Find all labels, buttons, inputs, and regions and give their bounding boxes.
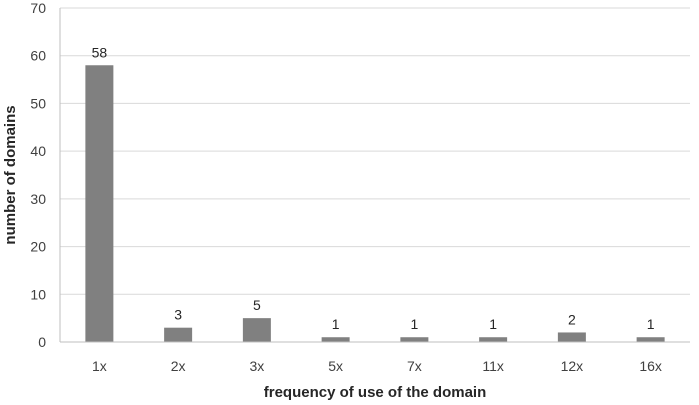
bar	[242, 318, 271, 342]
bar	[400, 337, 429, 342]
y-tick-label: 70	[30, 0, 46, 16]
y-tick-label: 50	[30, 95, 46, 111]
x-tick-label: 3x	[249, 358, 264, 374]
data-label: 3	[174, 307, 182, 323]
x-tick-label: 12x	[561, 358, 584, 374]
data-label: 1	[410, 316, 418, 332]
x-tick-label: 5x	[328, 358, 343, 374]
bar	[479, 337, 508, 342]
y-axis-ticks: 0 10 20 30 40 50 60 70	[30, 0, 46, 350]
bar	[164, 327, 193, 342]
bars	[85, 65, 665, 342]
y-axis-title: number of domains	[2, 105, 19, 244]
x-axis-title: frequency of use of the domain	[264, 384, 487, 401]
y-tick-label: 40	[30, 143, 46, 159]
data-label: 58	[92, 44, 108, 60]
x-tick-label: 11x	[482, 358, 504, 374]
data-label: 1	[489, 316, 497, 332]
bar	[85, 65, 114, 342]
bar	[321, 337, 350, 342]
y-tick-label: 20	[30, 239, 46, 255]
data-labels: 58 3 5 1 1 1 2 1	[92, 44, 655, 332]
data-label: 1	[332, 316, 340, 332]
y-tick-label: 30	[30, 191, 46, 207]
data-label: 5	[253, 297, 261, 313]
x-tick-label: 16x	[639, 358, 662, 374]
x-tick-label: 7x	[407, 358, 422, 374]
x-tick-label: 1x	[92, 358, 107, 374]
x-tick-label: 2x	[171, 358, 186, 374]
y-tick-label: 0	[38, 334, 46, 350]
bar	[636, 337, 665, 342]
data-label: 1	[647, 316, 655, 332]
y-tick-label: 10	[30, 286, 46, 302]
bar	[557, 332, 586, 342]
y-tick-label: 60	[30, 48, 46, 64]
grid-lines	[60, 7, 690, 295]
data-label: 2	[568, 311, 576, 327]
x-axis-ticks: 1x 2x 3x 5x 7x 11x 12x 16x	[92, 358, 662, 374]
